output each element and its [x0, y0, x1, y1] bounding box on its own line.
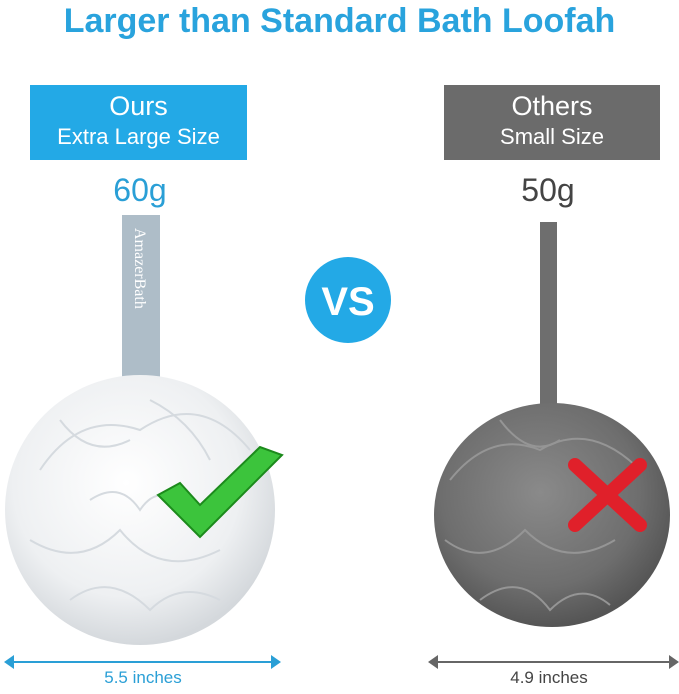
- brand-text: AmazerBath: [131, 228, 148, 309]
- others-label-box: Others Small Size: [444, 85, 660, 160]
- others-width-label: 4.9 inches: [510, 668, 588, 687]
- vs-text: VS: [321, 280, 374, 324]
- others-strap: [540, 222, 557, 407]
- checkmark-icon: [156, 445, 284, 539]
- ours-width-arrow: [4, 655, 281, 669]
- headline: Larger than Standard Bath Loofah: [63, 2, 616, 40]
- others-label: Others: [511, 91, 593, 121]
- others-weight: 50g: [521, 172, 575, 208]
- ours-label-box: Ours Extra Large Size: [30, 85, 247, 160]
- others-loofah: [434, 403, 670, 627]
- ours-width-label: 5.5 inches: [104, 668, 182, 687]
- ours-strap: AmazerBath: [122, 215, 160, 400]
- ours-loofah: [5, 375, 275, 645]
- others-width-arrow: [428, 655, 679, 669]
- ours-label: Ours: [109, 91, 168, 121]
- x-mark-icon: [568, 458, 647, 532]
- others-size: Small Size: [500, 124, 604, 149]
- ours-weight: 60g: [113, 172, 167, 208]
- ours-size: Extra Large Size: [57, 124, 220, 149]
- vs-badge: VS: [305, 257, 391, 343]
